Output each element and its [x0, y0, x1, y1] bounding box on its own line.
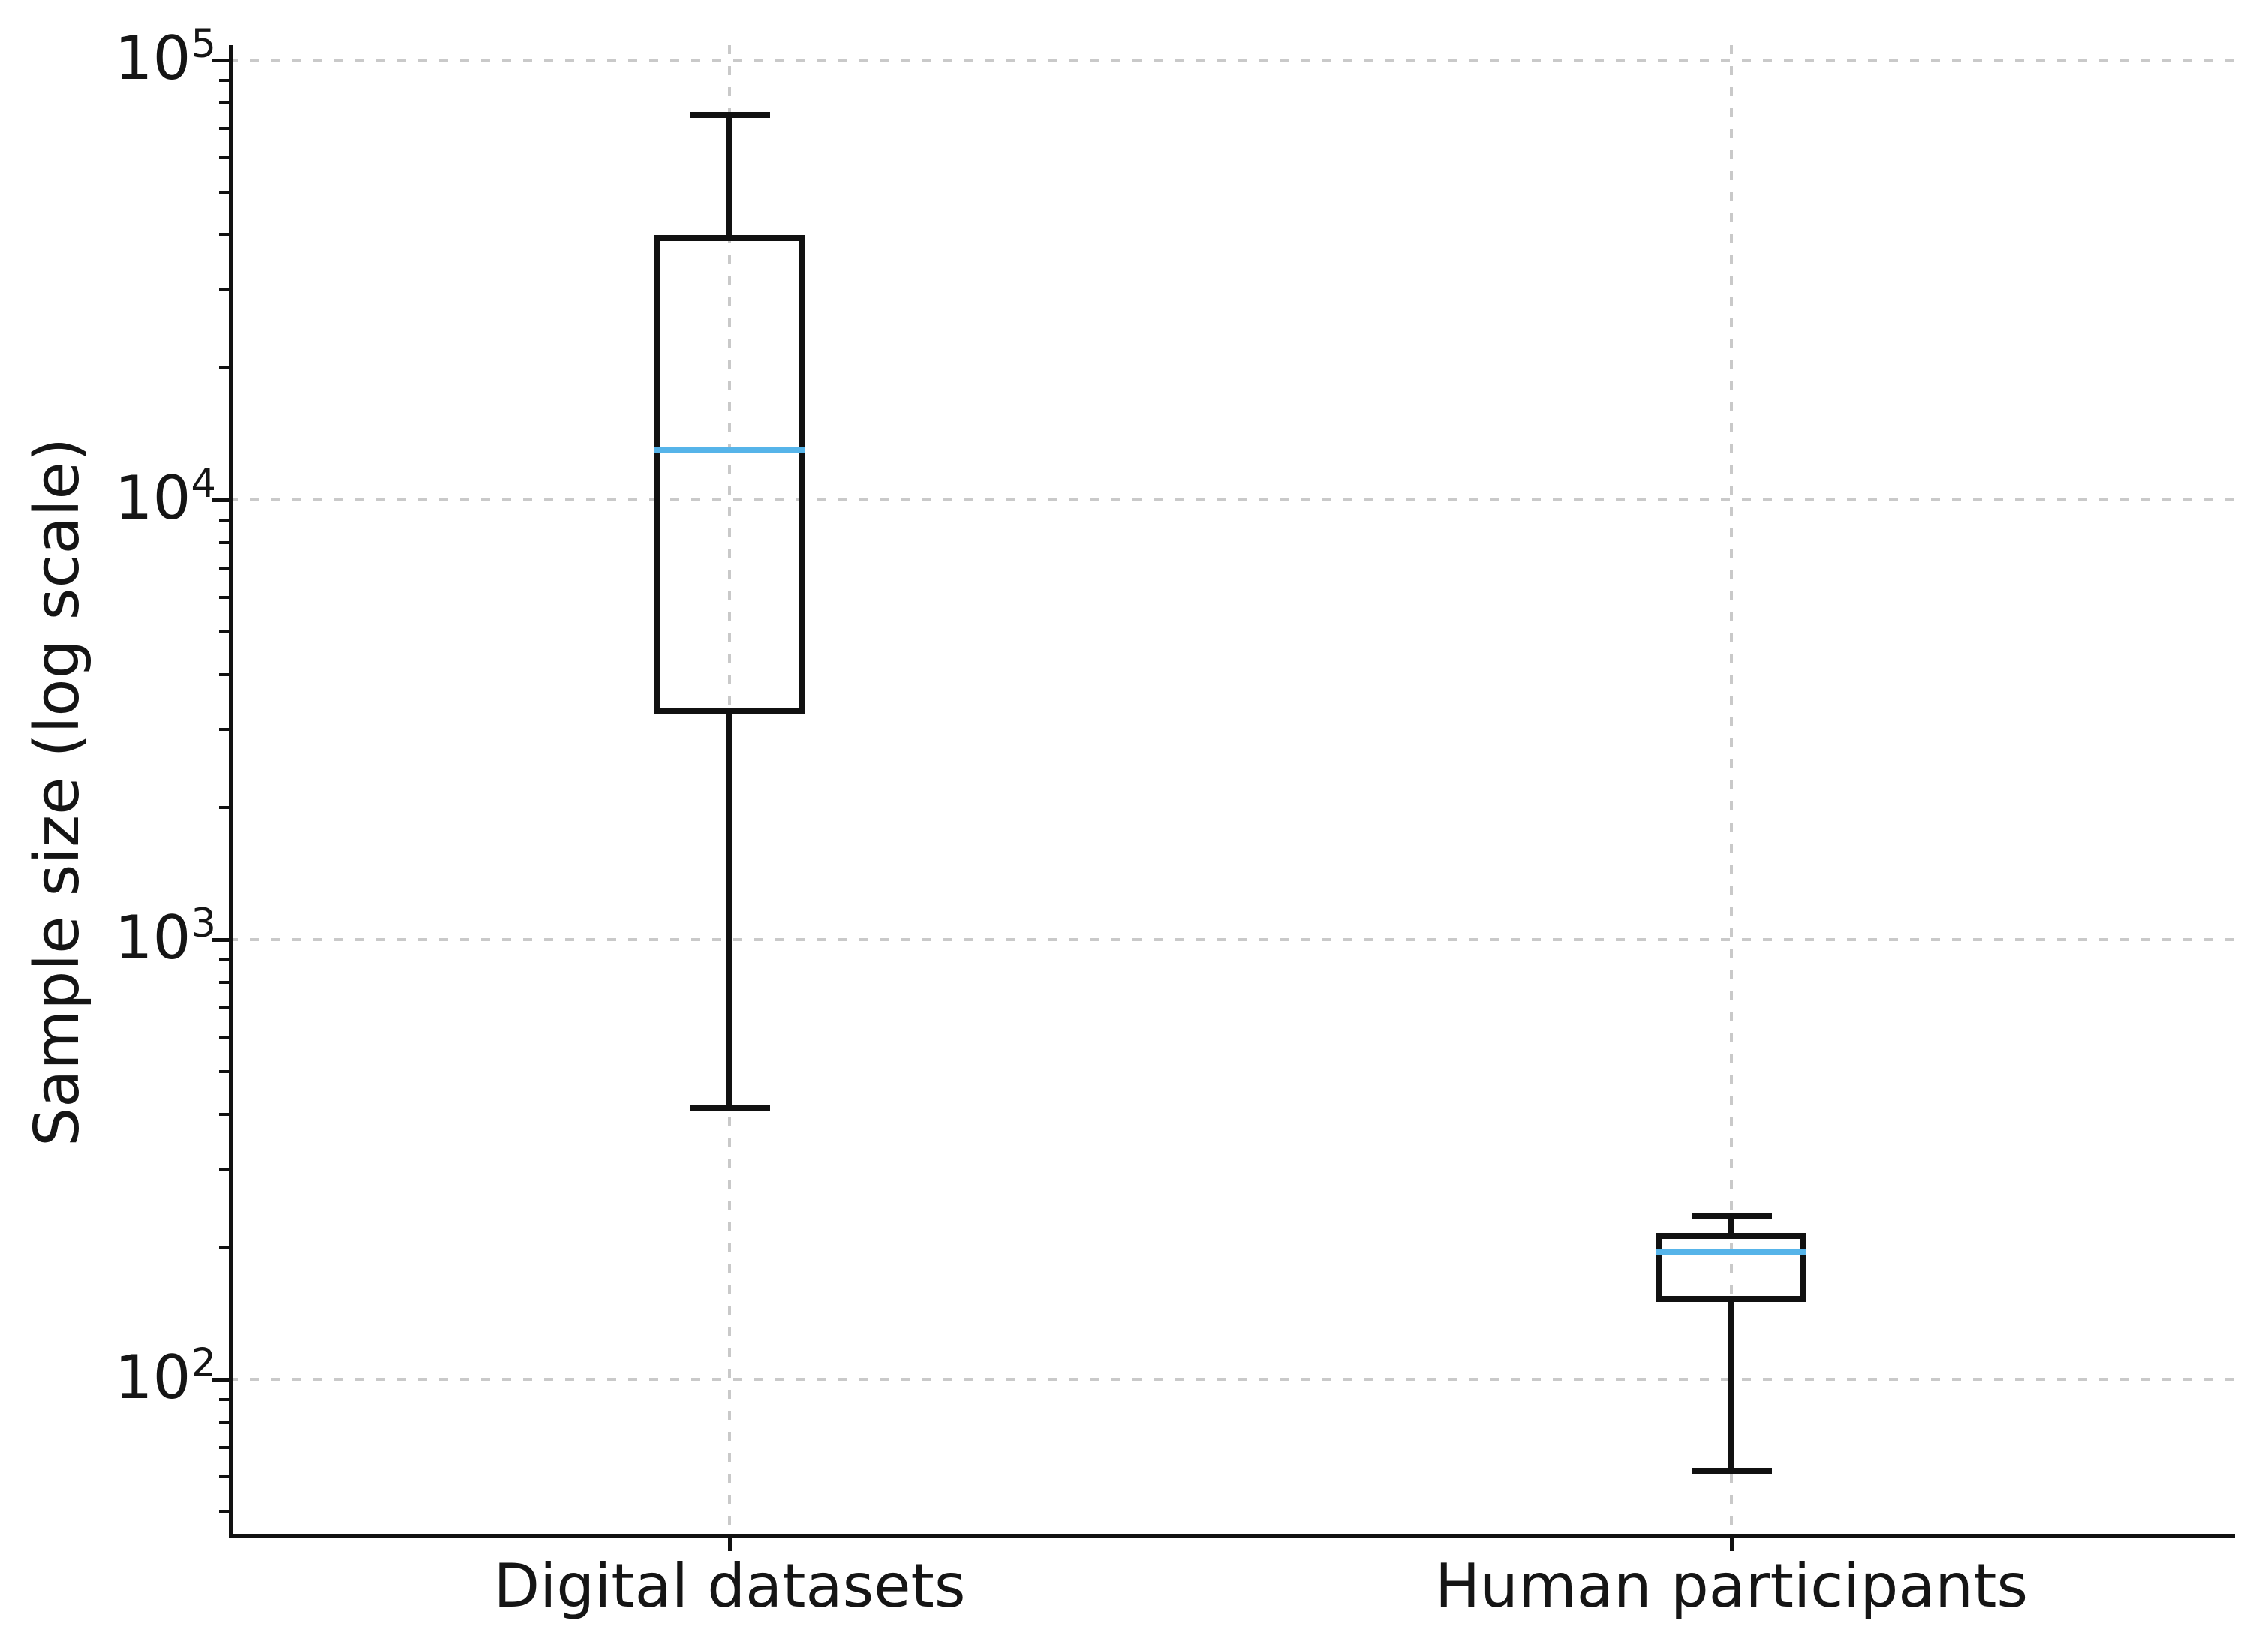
y-minor-tick	[219, 958, 229, 961]
y-minor-tick	[219, 596, 229, 599]
y-major-tick	[212, 1377, 229, 1382]
y-minor-tick	[219, 191, 229, 194]
y-minor-tick	[219, 1397, 229, 1401]
y-minor-tick	[219, 1245, 229, 1249]
whisker-lower-digital-datasets	[726, 714, 732, 1108]
y-major-tick	[212, 58, 229, 62]
y-minor-tick	[219, 78, 229, 82]
y-minor-tick	[219, 233, 229, 237]
y-tick-label: 105	[114, 20, 216, 93]
y-minor-tick	[219, 630, 229, 634]
y-minor-tick	[219, 126, 229, 130]
median-line-digital-datasets	[654, 447, 805, 453]
y-minor-tick	[219, 1420, 229, 1424]
whisker-lower-human-participants	[1728, 1301, 1734, 1471]
y-minor-tick	[219, 1006, 229, 1009]
y-minor-tick	[219, 1168, 229, 1171]
y-minor-tick	[219, 540, 229, 544]
whisker-cap-lower-digital-datasets	[689, 1104, 770, 1111]
gridline-horizontal	[229, 938, 2235, 941]
box-digital-datasets	[654, 235, 805, 715]
y-minor-tick	[219, 365, 229, 369]
y-minor-tick	[219, 728, 229, 732]
y-minor-tick	[219, 1070, 229, 1074]
plot-area	[212, 45, 2235, 1551]
y-minor-tick	[219, 156, 229, 159]
y-axis-title: Sample size (log scale)	[21, 437, 93, 1147]
y-tick-label: 104	[114, 460, 216, 533]
x-tick-label-digital-datasets: Digital datasets	[493, 1551, 966, 1621]
y-minor-tick	[219, 288, 229, 292]
y-minor-tick	[219, 518, 229, 522]
y-major-tick	[212, 937, 229, 942]
y-minor-tick	[219, 1510, 229, 1514]
y-minor-tick	[219, 980, 229, 984]
y-minor-tick	[219, 1036, 229, 1039]
y-minor-tick	[219, 1445, 229, 1449]
y-axis-spine	[229, 45, 233, 1538]
y-minor-tick	[219, 566, 229, 570]
gridline-horizontal	[229, 59, 2235, 62]
y-minor-tick	[219, 805, 229, 809]
whisker-cap-upper-human-participants	[1691, 1213, 1772, 1219]
median-line-human-participants	[1656, 1249, 1806, 1256]
y-minor-tick	[219, 673, 229, 677]
whisker-cap-upper-digital-datasets	[689, 112, 770, 119]
x-tick-label-human-participants: Human participants	[1435, 1551, 2028, 1621]
y-tick-label: 102	[114, 1340, 216, 1412]
x-axis-spine	[229, 1534, 2235, 1538]
y-tick-label: 103	[114, 900, 216, 973]
y-major-tick	[212, 498, 229, 502]
box-human-participants	[1656, 1233, 1806, 1302]
whisker-cap-lower-human-participants	[1691, 1467, 1772, 1474]
gridline-horizontal	[229, 498, 2235, 501]
whisker-upper-digital-datasets	[726, 115, 732, 236]
y-minor-tick	[219, 1113, 229, 1117]
y-minor-tick	[219, 101, 229, 104]
x-major-tick	[727, 1538, 732, 1551]
gridline-horizontal	[229, 1378, 2235, 1381]
gridline-vertical	[1730, 45, 1733, 1538]
y-minor-tick	[219, 1475, 229, 1478]
x-major-tick	[1729, 1538, 1734, 1551]
whisker-upper-human-participants	[1728, 1216, 1734, 1234]
